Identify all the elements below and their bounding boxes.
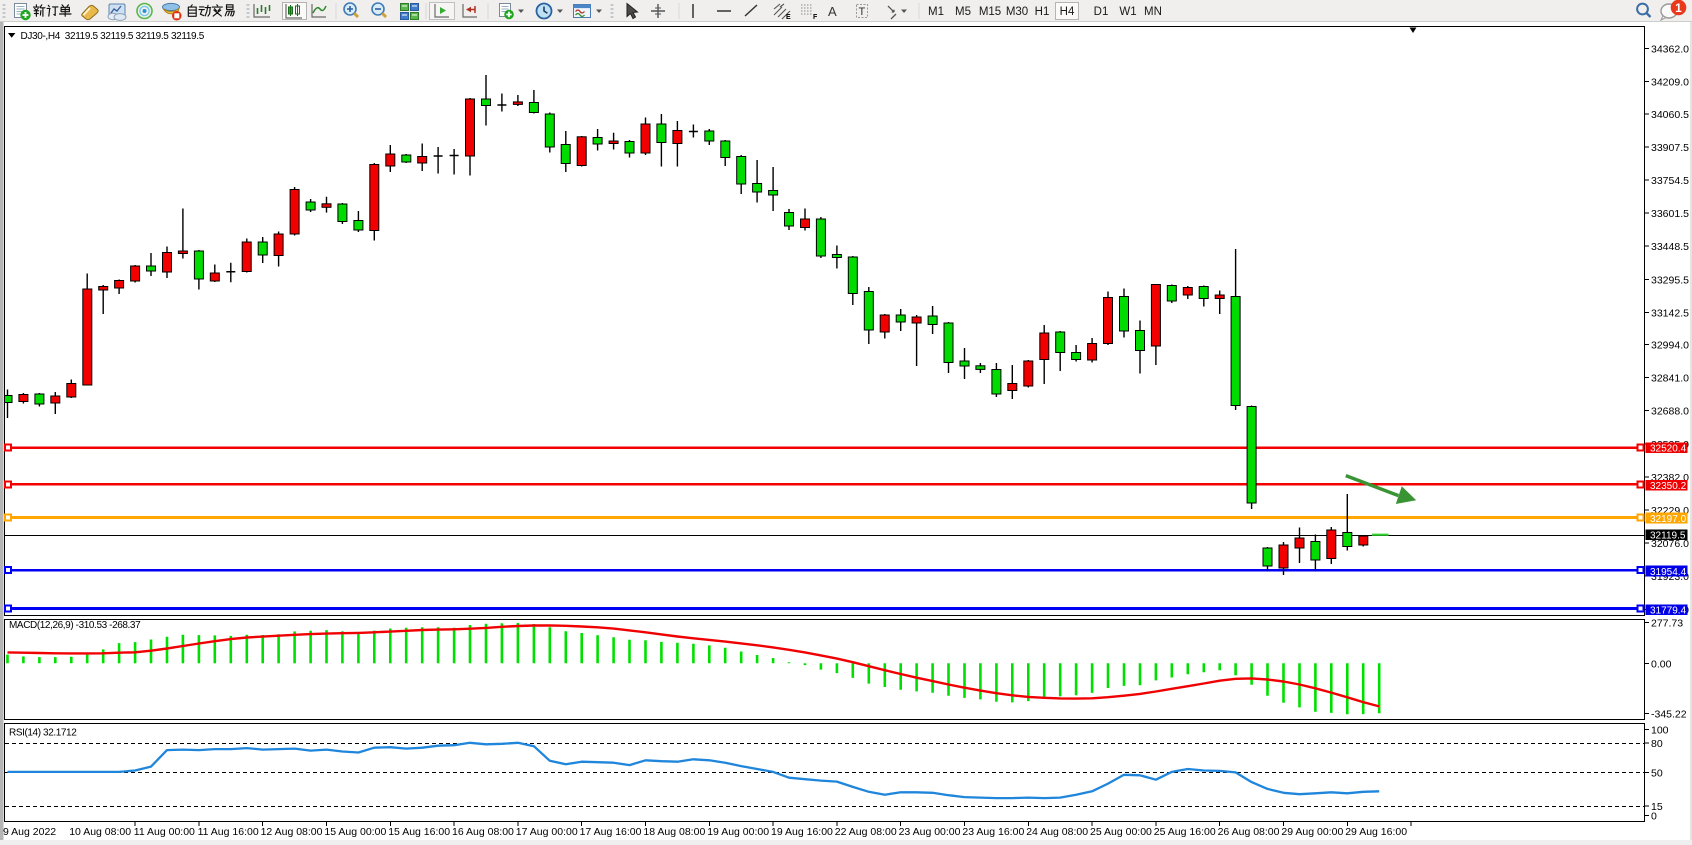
svg-text:M5: M5 — [955, 6, 971, 18]
svg-text:26 Aug 08:00: 26 Aug 08:00 — [1218, 826, 1280, 838]
svg-text:25 Aug 16:00: 25 Aug 16:00 — [1154, 826, 1216, 838]
svg-text:50: 50 — [1651, 767, 1663, 779]
svg-text:M15: M15 — [979, 6, 1001, 18]
svg-text:19 Aug 16:00: 19 Aug 16:00 — [771, 826, 833, 838]
svg-text:15 Aug 16:00: 15 Aug 16:00 — [388, 826, 450, 838]
svg-text:31954.4: 31954.4 — [1650, 567, 1687, 578]
svg-text:23 Aug 00:00: 23 Aug 00:00 — [899, 826, 961, 838]
svg-text:33754.5: 33754.5 — [1651, 175, 1689, 187]
svg-text:33448.5: 33448.5 — [1651, 241, 1689, 253]
svg-text:18 Aug 08:00: 18 Aug 08:00 — [643, 826, 705, 838]
svg-text:10 Aug 08:00: 10 Aug 08:00 — [69, 826, 131, 838]
svg-text:33907.5: 33907.5 — [1651, 142, 1689, 154]
svg-text:100: 100 — [1651, 725, 1669, 737]
svg-text:MN: MN — [1144, 6, 1162, 18]
svg-text:12 Aug 08:00: 12 Aug 08:00 — [261, 826, 323, 838]
svg-text:T: T — [859, 6, 866, 18]
svg-text:31779.4: 31779.4 — [1650, 606, 1687, 617]
svg-text:25 Aug 00:00: 25 Aug 00:00 — [1090, 826, 1152, 838]
svg-text:E: E — [786, 14, 791, 21]
svg-text:33601.5: 33601.5 — [1651, 208, 1689, 220]
svg-text:D1: D1 — [1094, 6, 1109, 18]
svg-text:H1: H1 — [1035, 6, 1050, 18]
svg-text:24 Aug 08:00: 24 Aug 08:00 — [1026, 826, 1088, 838]
svg-text:32119.5: 32119.5 — [1650, 530, 1686, 541]
svg-text:32076.0: 32076.0 — [1651, 538, 1689, 550]
svg-text:11 Aug 00:00: 11 Aug 00:00 — [134, 826, 195, 838]
svg-text:15: 15 — [1651, 801, 1663, 813]
svg-text:16 Aug 08:00: 16 Aug 08:00 — [452, 826, 514, 838]
svg-text:0.00: 0.00 — [1651, 658, 1672, 670]
svg-text:15 Aug 00:00: 15 Aug 00:00 — [324, 826, 386, 838]
svg-text:9 Aug 2022: 9 Aug 2022 — [3, 826, 56, 838]
svg-text:17 Aug 00:00: 17 Aug 00:00 — [516, 826, 578, 838]
svg-text:17 Aug 16:00: 17 Aug 16:00 — [580, 826, 642, 838]
svg-text:11 Aug 16:00: 11 Aug 16:00 — [198, 826, 259, 838]
svg-text:32841.0: 32841.0 — [1651, 373, 1689, 385]
svg-text:H4: H4 — [1060, 6, 1075, 18]
svg-text:33295.5: 33295.5 — [1651, 274, 1689, 286]
svg-text:29 Aug 16:00: 29 Aug 16:00 — [1345, 826, 1407, 838]
svg-text:32688.0: 32688.0 — [1651, 406, 1689, 418]
svg-text:RSI(14) 32.1712: RSI(14) 32.1712 — [9, 728, 77, 739]
svg-text:34362.0: 34362.0 — [1651, 44, 1689, 56]
svg-text:32520.4: 32520.4 — [1650, 444, 1687, 455]
svg-text:29 Aug 00:00: 29 Aug 00:00 — [1281, 826, 1343, 838]
svg-text:32350.2: 32350.2 — [1650, 481, 1687, 492]
svg-text:277.73: 277.73 — [1651, 617, 1683, 629]
svg-text:0: 0 — [1651, 811, 1657, 823]
svg-text:22 Aug 08:00: 22 Aug 08:00 — [835, 826, 897, 838]
svg-text:23 Aug 16:00: 23 Aug 16:00 — [962, 826, 1024, 838]
svg-text:M30: M30 — [1006, 6, 1028, 18]
svg-text:34209.0: 34209.0 — [1651, 77, 1689, 89]
svg-text:MACD(12,26,9) -310.53 -268.37: MACD(12,26,9) -310.53 -268.37 — [9, 620, 141, 631]
svg-text:33142.5: 33142.5 — [1651, 307, 1689, 319]
svg-text:32994.0: 32994.0 — [1651, 340, 1689, 352]
svg-text:19 Aug 00:00: 19 Aug 00:00 — [707, 826, 769, 838]
svg-text:32197.0: 32197.0 — [1650, 514, 1687, 525]
svg-text:-345.22: -345.22 — [1651, 709, 1687, 721]
svg-text:W1: W1 — [1119, 6, 1136, 18]
svg-text:80: 80 — [1651, 738, 1663, 750]
svg-text:A: A — [828, 4, 837, 19]
svg-text:DJ30-,H4 32119.5 32119.5 3211: DJ30-,H4 32119.5 32119.5 32119.5 32119.5 — [21, 31, 205, 42]
svg-text:M1: M1 — [928, 6, 944, 18]
svg-text:1: 1 — [1675, 1, 1682, 15]
svg-text:34060.5: 34060.5 — [1651, 109, 1689, 121]
svg-text:F: F — [813, 14, 818, 21]
